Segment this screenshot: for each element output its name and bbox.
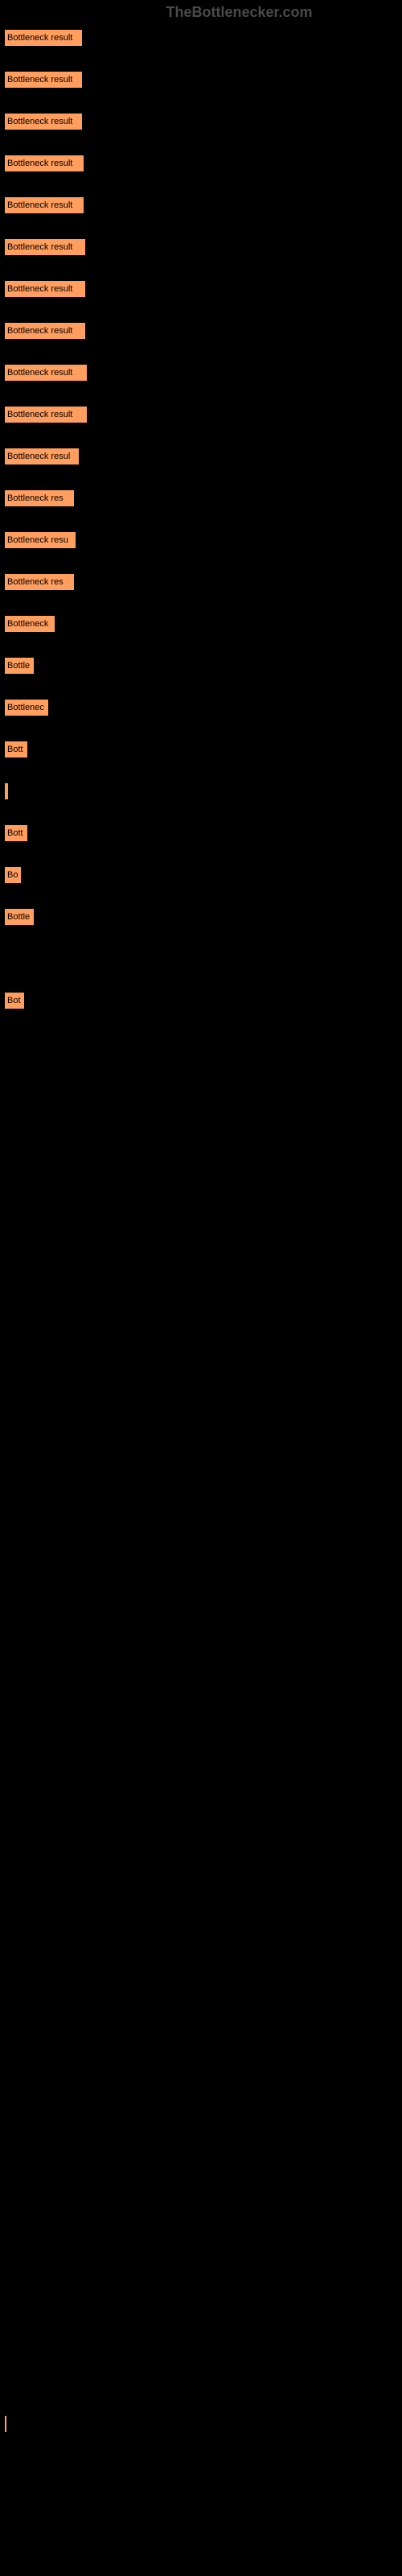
bar: Bottle — [4, 908, 35, 926]
bar-row — [4, 1913, 398, 1932]
bar-row: Bottleneck result — [4, 238, 398, 258]
bar: Bottleneck result — [4, 113, 83, 130]
bar — [4, 2415, 7, 2433]
bar-row: Bottleneck result — [4, 29, 398, 48]
bar: Bottleneck res — [4, 489, 75, 507]
bar: Bottle — [4, 657, 35, 675]
bar-row — [4, 1285, 398, 1304]
bar-row: Bottleneck result — [4, 406, 398, 425]
bar-row: Bottleneck result — [4, 280, 398, 299]
bar-row: Bo — [4, 866, 398, 886]
bar-row — [4, 1996, 398, 2016]
bar-row — [4, 2457, 398, 2476]
bar-row: Bottleneck resul — [4, 448, 398, 467]
chart-container: Bottleneck result Bottleneck result Bottle… — [0, 29, 402, 2518]
bar-row: Bottle — [4, 908, 398, 927]
bar-row — [4, 1662, 398, 1681]
bar: Bottleneck resul — [4, 448, 80, 465]
bar-row: Bottleneck resu — [4, 531, 398, 551]
bar: Bottleneck — [4, 615, 55, 633]
bar: Bottleneck result — [4, 196, 84, 214]
bar-row — [4, 1829, 398, 1848]
bar-row: Bottleneck res — [4, 489, 398, 509]
bar-row — [4, 2080, 398, 2099]
bar: Bottleneck result — [4, 29, 83, 47]
bar-row — [4, 2499, 398, 2518]
bar-row — [4, 2373, 398, 2392]
bar-row — [4, 1787, 398, 1806]
bar-row: Bottleneck res — [4, 573, 398, 592]
bar-row: Bottleneck result — [4, 364, 398, 383]
watermark-text: TheBottlenecker.com — [0, 4, 402, 21]
bar: Bottleneck result — [4, 322, 86, 340]
bar-row — [4, 1578, 398, 1597]
bar-row — [4, 2206, 398, 2225]
bar-row — [4, 2415, 398, 2434]
bar-row — [4, 1494, 398, 1513]
bar-row: Bottlenec — [4, 699, 398, 718]
bar-row — [4, 2248, 398, 2267]
bar-row — [4, 1201, 398, 1220]
bar-row: Bottle — [4, 657, 398, 676]
bar-row: Bottleneck result — [4, 71, 398, 90]
bar-row — [4, 1368, 398, 1388]
bar-row: Bot — [4, 992, 398, 1011]
bar-row: Bott — [4, 741, 398, 760]
bar: Bot — [4, 992, 25, 1009]
bar: Bott — [4, 824, 28, 842]
bar: Bottleneck result — [4, 238, 86, 256]
bar-row — [4, 950, 398, 969]
bar-row — [4, 1452, 398, 1472]
bar-row: Bottleneck result — [4, 322, 398, 341]
bar: Bo — [4, 866, 22, 884]
bar: Bottleneck res — [4, 573, 75, 591]
bar-row: Bott — [4, 824, 398, 844]
bar-row — [4, 782, 398, 802]
bar-row: Bottleneck result — [4, 196, 398, 216]
bar-row — [4, 2331, 398, 2351]
bar-row — [4, 2289, 398, 2309]
bar: Bottleneck result — [4, 364, 88, 382]
bar-row — [4, 1410, 398, 1430]
bar-row — [4, 1620, 398, 1639]
bar — [4, 782, 9, 800]
bar-row — [4, 1159, 398, 1179]
bar-row — [4, 1075, 398, 1095]
bar-row: Bottleneck result — [4, 113, 398, 132]
bar-row — [4, 1034, 398, 1053]
bar-row: Bottleneck — [4, 615, 398, 634]
bar-row — [4, 2038, 398, 2058]
bar-row: Bottleneck result — [4, 155, 398, 174]
bar-row — [4, 2164, 398, 2183]
bar-row — [4, 2122, 398, 2141]
bar-row — [4, 1955, 398, 1974]
bar: Bottleneck result — [4, 155, 84, 172]
bar: Bottleneck resu — [4, 531, 76, 549]
bar: Bottleneck result — [4, 280, 86, 298]
bar-row — [4, 1117, 398, 1137]
bar: Bottleneck result — [4, 71, 83, 89]
bar-row — [4, 1327, 398, 1346]
bar: Bott — [4, 741, 28, 758]
bar-row — [4, 1871, 398, 1890]
bar: Bottleneck result — [4, 406, 88, 423]
bar: Bottlenec — [4, 699, 49, 716]
bar-row — [4, 1536, 398, 1555]
bar-row — [4, 1243, 398, 1262]
bar-row — [4, 1745, 398, 1765]
bar-row — [4, 1703, 398, 1723]
